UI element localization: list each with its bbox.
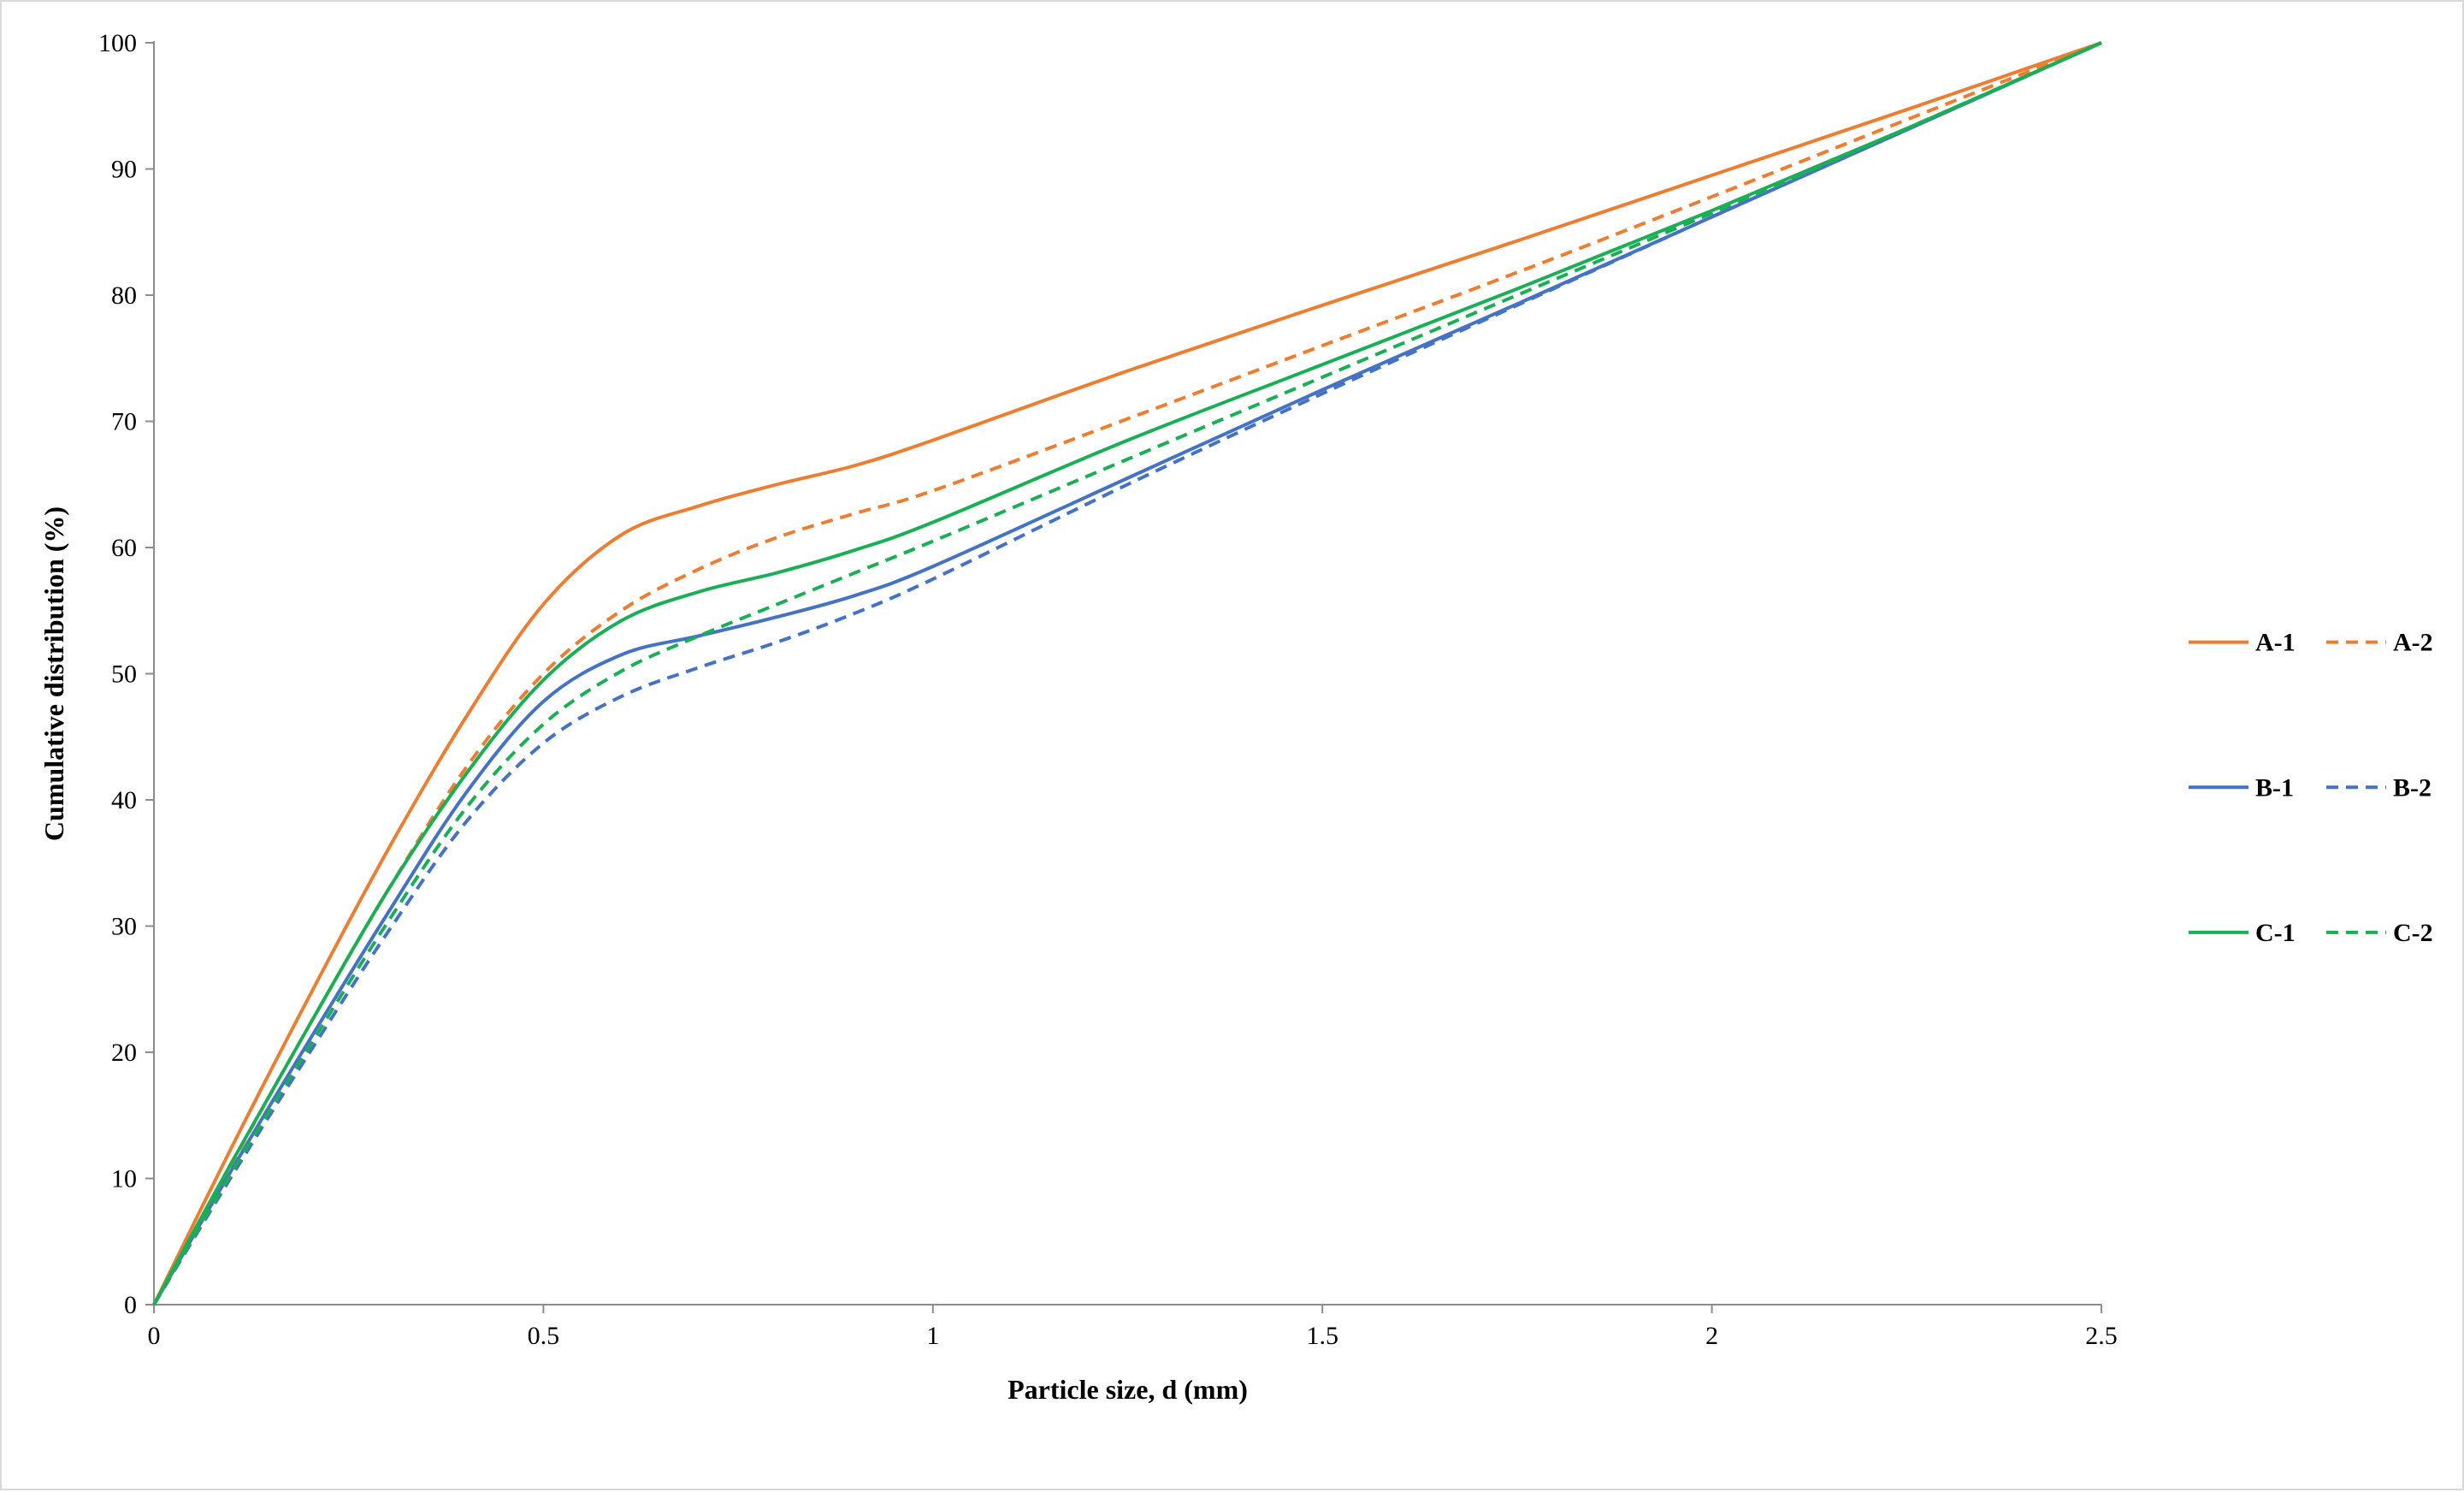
x-tick-label: 0: [148, 1322, 161, 1350]
legend-item-c-2: C-2: [2326, 919, 2433, 947]
legend-item-a-1: A-1: [2189, 629, 2296, 657]
x-tick-label: 2: [1705, 1322, 1718, 1350]
series-lines: [152, 41, 2102, 1306]
x-tick-label: 1.5: [1306, 1322, 1338, 1350]
x-tick-label: 2.5: [2085, 1322, 2118, 1350]
x-axis-title: Particle size, d (mm): [1007, 1374, 1248, 1405]
series-line-a-1: [152, 41, 2102, 1306]
y-tick-label: 40: [111, 786, 137, 814]
y-axis-title: Cumulative distribution (%): [38, 506, 69, 841]
legend-label: C-1: [2255, 919, 2296, 947]
y-tick-label: 0: [124, 1291, 137, 1319]
legend-label: C-2: [2393, 919, 2433, 947]
legend-item-b-2: B-2: [2326, 773, 2432, 802]
y-tick-label: 100: [98, 29, 137, 57]
series-line-a-2: [152, 41, 2102, 1306]
y-tick-label: 20: [111, 1039, 137, 1067]
legend: A-1 A-2 B-1 B-2 C-1 C-2: [2189, 629, 2433, 947]
y-tick-label: 50: [111, 660, 137, 689]
axes: [145, 41, 2102, 1313]
legend-label: B-1: [2255, 773, 2294, 802]
legend-label: B-2: [2393, 773, 2432, 802]
y-tick-label: 70: [111, 408, 137, 436]
y-tick-label: 60: [111, 534, 137, 562]
y-tick-label: 80: [111, 281, 137, 310]
series-line-b-1: [152, 41, 2102, 1306]
legend-item-a-2: A-2: [2326, 629, 2433, 657]
series-line-c-1: [152, 41, 2102, 1306]
x-tick-label: 0.5: [528, 1322, 560, 1350]
series-line-b-2: [152, 41, 2102, 1306]
legend-item-b-1: B-1: [2189, 773, 2294, 802]
series-line-c-2: [152, 41, 2102, 1306]
tick-labels: 0 10 20 30 40 50 60 70 80 90 100 0 0.5 1 1.5 2 2.5: [98, 29, 2118, 1350]
y-tick-label: 10: [111, 1165, 137, 1193]
legend-label: A-1: [2255, 629, 2296, 657]
y-tick-label: 30: [111, 913, 137, 941]
y-tick-label: 90: [111, 156, 137, 184]
legend-item-c-1: C-1: [2189, 919, 2296, 947]
legend-label: A-2: [2393, 629, 2433, 657]
x-tick-label: 1: [926, 1322, 939, 1350]
